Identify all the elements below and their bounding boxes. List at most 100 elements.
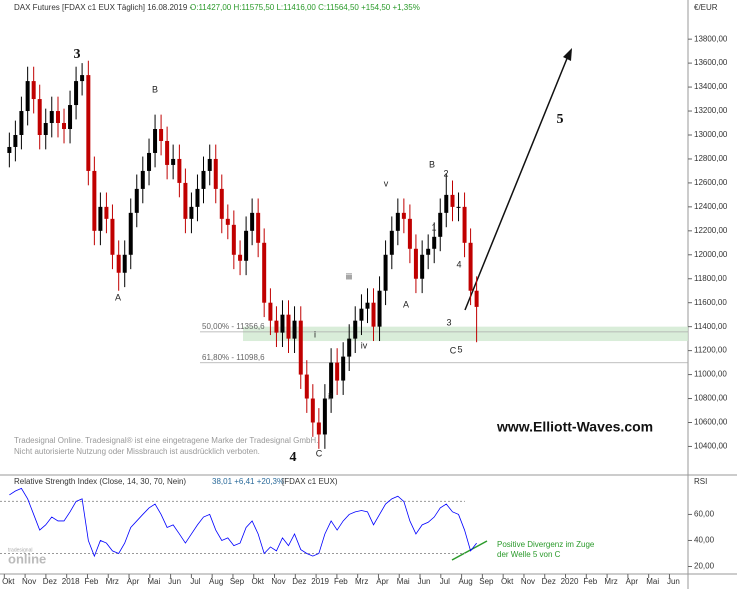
rsi-axis-label: RSI — [694, 477, 707, 486]
wave-label: A — [115, 292, 121, 302]
candle-body — [432, 236, 437, 249]
wave-label: C — [316, 448, 323, 458]
x-tick-label: 2019 — [311, 577, 329, 586]
divergence-line — [451, 540, 488, 561]
candle-body — [316, 422, 321, 435]
y-tick-label: 10600,00 — [694, 418, 728, 427]
x-tick-label: Sep — [479, 577, 494, 586]
x-tick-label: Nov — [271, 577, 285, 586]
candle-body — [231, 224, 236, 255]
y-tick-label: 40,00 — [694, 536, 715, 545]
rsi-title: Relative Strength Index (Close, 14, 30, … — [14, 477, 186, 486]
x-tick-label: Aug — [209, 577, 223, 586]
y-tick-label: 12600,00 — [694, 178, 728, 187]
candle-body — [86, 75, 91, 171]
candle-body — [268, 302, 273, 321]
candle-body — [438, 212, 443, 237]
x-tick-label: Feb — [583, 577, 597, 586]
wave-label: 3 — [446, 317, 451, 327]
candle-body — [444, 194, 449, 213]
candle-body — [49, 111, 54, 124]
wave-label: 4 — [290, 450, 297, 465]
candle-body — [37, 99, 42, 135]
candle-body — [274, 320, 279, 333]
wave-label: ii — [328, 391, 332, 401]
fib-label: 50,00% - 11356,6 — [202, 322, 265, 331]
wave-label: A — [403, 299, 409, 309]
arrow-head — [563, 48, 572, 61]
wave-label: 5 — [457, 344, 462, 354]
candle-body — [225, 218, 230, 225]
candle-body — [116, 254, 121, 273]
candle-body — [420, 254, 425, 279]
wave-label: C — [450, 345, 457, 355]
currency: €/EUR — [694, 3, 718, 12]
candle-body — [262, 242, 267, 303]
candle-body — [189, 206, 194, 219]
watermark: Nicht autorisierte Nutzung oder Missbrau… — [14, 447, 260, 456]
logo-small: tradesignal — [8, 547, 32, 553]
candle-body — [365, 302, 370, 309]
support-zone — [243, 326, 688, 342]
y-tick-label: 60,00 — [694, 510, 715, 519]
candle-body — [426, 248, 431, 255]
candle-body — [213, 158, 218, 189]
candle-body — [165, 140, 170, 165]
wave-label: i — [314, 329, 316, 339]
x-tick-label: Nov — [521, 577, 535, 586]
x-tick-label: 2020 — [561, 577, 579, 586]
x-tick-label: Jun — [418, 577, 431, 586]
candle-body — [359, 308, 364, 321]
candle-body — [280, 314, 285, 333]
wave-label: B — [429, 159, 435, 169]
divergence-note: der Welle 5 von C — [497, 550, 561, 559]
x-tick-label: Mrz — [106, 577, 119, 586]
candle-body — [256, 212, 261, 243]
candle-body — [250, 212, 255, 231]
y-tick-label: 13000,00 — [694, 130, 728, 139]
y-tick-label: 20,00 — [694, 562, 715, 571]
candle-body — [286, 314, 291, 339]
candle-body — [468, 242, 473, 291]
candle-body — [329, 362, 334, 399]
candle-body — [207, 158, 212, 171]
x-tick-label: Mai — [646, 577, 659, 586]
candle-body — [68, 105, 73, 129]
x-tick-label: Okt — [501, 577, 514, 586]
x-tick-label: Okt — [2, 577, 15, 586]
x-tick-label: 2018 — [62, 577, 80, 586]
candle-body — [298, 320, 303, 375]
y-tick-label: 10800,00 — [694, 394, 728, 403]
wave-label: iv — [361, 340, 368, 350]
candle-body — [43, 123, 48, 135]
logo-big: online — [8, 551, 46, 566]
candle-body — [304, 374, 309, 399]
candle-body — [292, 320, 297, 339]
x-tick-label: Apr — [626, 577, 639, 586]
y-tick-label: 13800,00 — [694, 34, 728, 43]
x-tick-label: Nov — [22, 577, 36, 586]
candle-body — [456, 206, 461, 208]
y-tick-label: 12200,00 — [694, 226, 728, 235]
candle-body — [389, 230, 394, 255]
x-tick-label: Jul — [440, 577, 450, 586]
candle-body — [195, 188, 200, 207]
y-tick-label: 13200,00 — [694, 106, 728, 115]
x-tick-label: Apr — [376, 577, 389, 586]
x-tick-label: Jun — [168, 577, 181, 586]
candle-body — [450, 194, 455, 207]
candle-body — [110, 218, 115, 255]
candle-body — [62, 123, 67, 129]
x-tick-label: Mai — [147, 577, 160, 586]
wave-label: B — [152, 84, 158, 94]
candle-body — [371, 302, 376, 327]
y-tick-label: 12400,00 — [694, 202, 728, 211]
candle-body — [159, 129, 164, 141]
candle-body — [407, 218, 412, 249]
website: www.Elliott-Waves.com — [496, 419, 653, 435]
y-tick-label: 10400,00 — [694, 442, 728, 451]
candle-body — [353, 320, 358, 339]
candle-body — [462, 206, 467, 243]
